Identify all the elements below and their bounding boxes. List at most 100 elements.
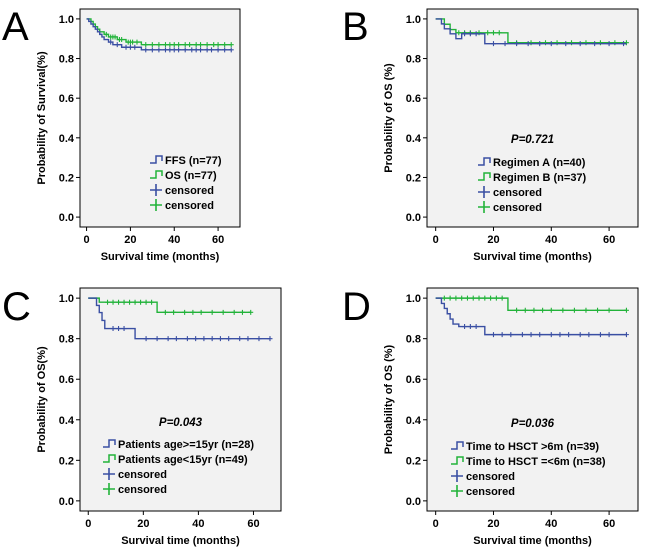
censor-mark [519,332,525,338]
km-panel-c: C 0.0 0.2 0.4 0.6 0.8 1.0 0 20 40 60 Survival time … [2,285,282,547]
survival-curve-blue [88,297,270,340]
censor-mark [267,336,273,342]
censor-mark [165,336,171,342]
censor-mark [182,42,188,48]
censor-mark [231,309,237,315]
legend-label: OS (n=77) [165,170,217,182]
y-tick-label: 0.4 [406,415,422,427]
y-tick-label: 0.0 [59,496,74,508]
censor-mark [162,309,168,315]
censor-mark [167,42,173,48]
censor-mark [121,299,127,305]
censor-mark [201,336,207,342]
legend: Patients age>=15yr (n=28) Patients age<15… [103,439,254,496]
legend-label: censored [466,486,515,498]
censor-mark [154,336,160,342]
censor-mark [537,332,543,338]
y-tick-label: 0.0 [406,496,421,508]
censor-mark [222,47,228,53]
plot-area [426,8,639,228]
censor-mark [176,42,182,48]
legend-label: Time to HSCT >6m (n=39) [466,441,599,453]
x-axis-title: Survival time (months) [473,535,592,547]
x-tick-label: 20 [137,518,149,530]
censor-mark [239,309,245,315]
censor-mark [156,42,162,48]
censor-mark [105,299,111,305]
legend-plus-symbol [478,201,490,213]
censor-mark [149,47,155,53]
censor-mark [577,41,583,47]
censor-mark [228,42,234,48]
x-tick-label: 0 [85,518,91,530]
legend-label: FFS (n=77) [165,155,222,167]
censor-mark [156,47,162,53]
x-tick-label: 20 [124,234,136,246]
p-value: P=0.043 [159,417,203,429]
censor-mark [563,41,569,47]
legend-label: censored [466,471,515,483]
x-tick-label: 60 [247,518,259,530]
legend-label: censored [165,200,214,212]
censor-mark [132,44,138,50]
censor-mark [462,31,468,37]
y-tick-label: 0.8 [406,334,421,346]
censor-mark [537,41,543,47]
y-tick-label: 0.2 [59,172,74,184]
censor-mark [502,41,508,47]
censor-mark [462,324,468,330]
censor-mark [606,307,612,313]
legend-label: censored [118,469,167,481]
censor-mark [171,309,177,315]
censor-mark [531,307,537,313]
y-tick-label: 0.8 [59,334,74,346]
y-axis-title: Probability of Survival(%) [36,51,48,185]
censor-mark [220,309,226,315]
censor-mark [204,42,210,48]
panel-letter: D [342,285,371,329]
legend-step-symbol [451,441,464,450]
censor-mark [138,299,144,305]
y-tick-label: 0.0 [59,212,74,224]
legend-step-symbol [478,172,491,181]
legend-plus-symbol [150,199,162,211]
censor-mark [490,30,496,36]
censor-mark [116,326,122,332]
censor-mark [514,307,520,313]
plot-area [79,8,241,228]
x-tick-label: 40 [545,518,557,530]
censor-mark [189,47,195,53]
censor-mark [110,326,116,332]
y-tick-label: 0.8 [406,54,421,66]
censor-mark [467,31,473,37]
x-axis-title: Survival time (months) [121,535,240,547]
censor-mark [222,42,228,48]
censor-mark [623,307,629,313]
survival-curve-green [86,18,232,46]
censor-mark [459,295,465,301]
y-axis-title: Probability of OS (%) [383,344,395,454]
legend: FFS (n=77) OS (n=77) censored censored [150,155,222,212]
censor-mark [127,299,133,305]
censor-mark [110,299,116,305]
y-axis-title: Probability of OS(%) [36,346,48,453]
x-tick-label: 20 [487,234,499,246]
censor-mark [485,30,491,36]
censor-mark [473,31,479,37]
censor-mark [198,42,204,48]
y-tick-label: 0.6 [406,93,421,105]
censor-mark [476,295,482,301]
censor-mark [209,47,215,53]
censor-mark [499,332,505,338]
censor-mark [108,39,114,45]
censor-mark [522,307,528,313]
y-tick-label: 1.0 [59,293,74,305]
x-axis-title: Survival time (months) [473,251,592,263]
censor-mark [566,332,572,338]
censor-mark [496,30,502,36]
censor-mark [248,309,254,315]
censor-mark [171,42,177,48]
legend: Time to HSCT >6m (n=39) Time to HSCT =<6m… [451,441,606,498]
censor-mark [499,295,505,301]
censor-mark [171,47,177,53]
